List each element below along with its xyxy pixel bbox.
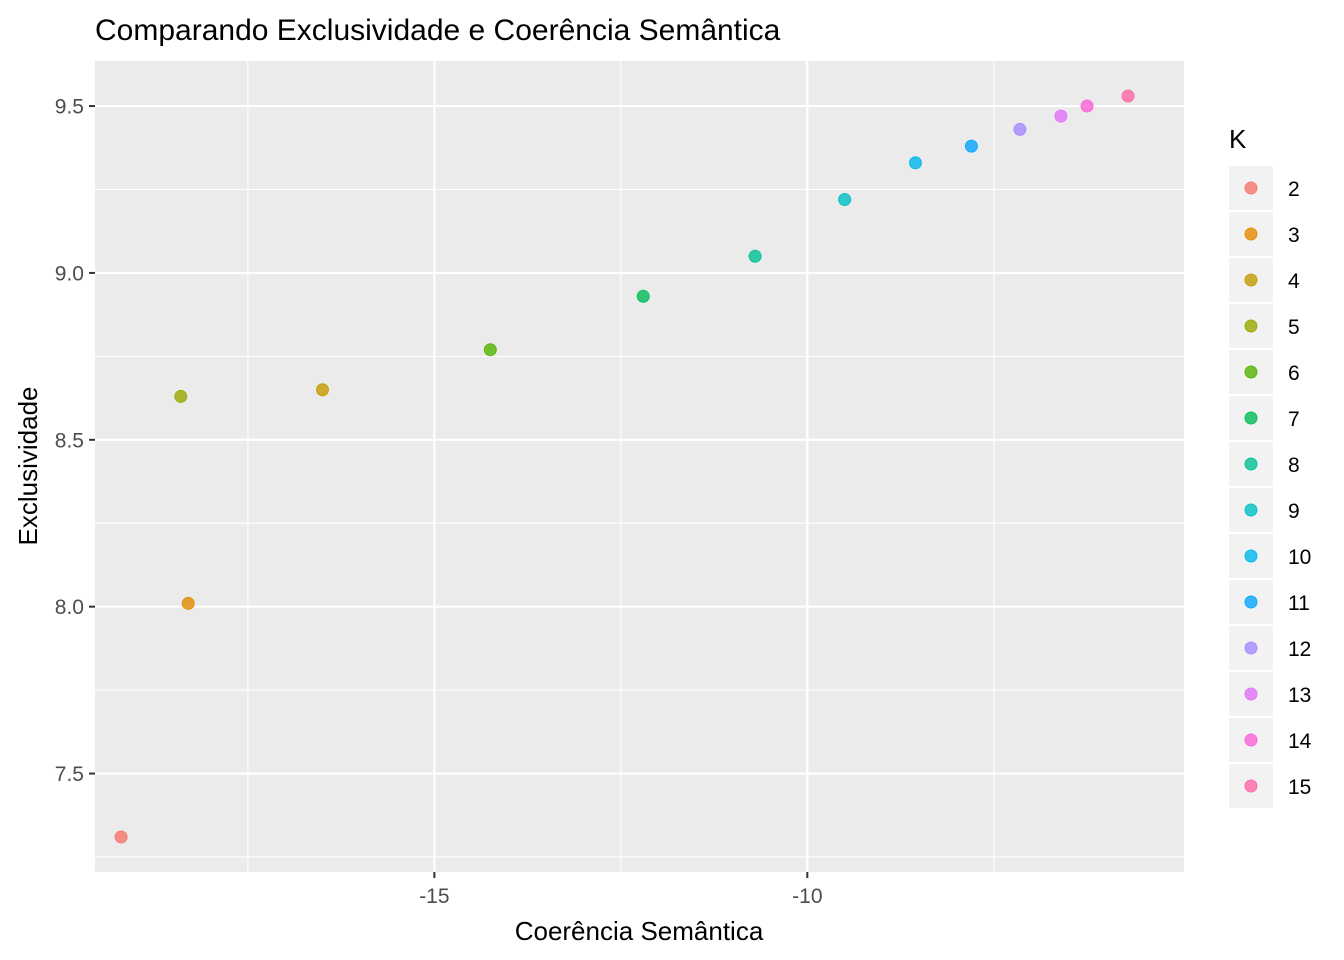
chart-title: Comparando Exclusividade e Coerência Sem… (95, 14, 781, 47)
x-axis: -15 -10 (419, 872, 823, 908)
grid-minor (95, 61, 1184, 872)
legend-label-k7: 7 (1288, 408, 1300, 431)
y-axis-label: Exclusividade (13, 387, 43, 546)
y-axis: 7.5 8.0 8.5 9.0 9.5 (55, 96, 95, 786)
data-point-k12 (1013, 122, 1027, 136)
legend-label-k10: 10 (1288, 546, 1311, 569)
legend-swatch-k8 (1244, 457, 1258, 471)
legend-swatch-k14 (1244, 733, 1258, 747)
legend-label-k4: 4 (1288, 270, 1300, 293)
plot-panel (95, 61, 1184, 872)
data-point-k9 (838, 193, 852, 207)
legend-swatch-k2 (1244, 181, 1258, 195)
data-point-k4 (315, 383, 329, 397)
grid-major (95, 61, 1184, 872)
legend-label-k11: 11 (1288, 592, 1310, 615)
legend-swatch-k9 (1244, 503, 1258, 517)
legend-label-k13: 13 (1288, 684, 1311, 707)
data-point-k6 (483, 343, 497, 357)
legend-swatch-k5 (1244, 319, 1258, 333)
legend-swatch-k12 (1244, 641, 1258, 655)
data-point-k8 (748, 249, 762, 263)
x-axis-label: Coerência Semântica (515, 916, 764, 946)
y-tick-label: 7.5 (55, 763, 84, 786)
data-point-k15 (1121, 89, 1135, 103)
legend-items: 2 3 4 5 6 7 8 9 10 11 12 13 14 15 (1229, 166, 1312, 808)
data-point-k11 (964, 139, 978, 153)
data-point-k2 (114, 830, 128, 844)
legend-label-k12: 12 (1288, 638, 1311, 661)
y-tick-label: 8.0 (55, 596, 84, 619)
x-tick-label: -10 (792, 885, 822, 908)
legend-label-k5: 5 (1288, 316, 1300, 339)
legend: K 2 3 4 5 6 7 8 9 10 11 12 13 14 15 (1229, 124, 1312, 808)
legend-label-k9: 9 (1288, 500, 1300, 523)
x-tick-label: -15 (419, 885, 449, 908)
data-point-k14 (1080, 99, 1094, 113)
data-point-k10 (908, 156, 922, 170)
legend-label-k2: 2 (1288, 178, 1300, 201)
legend-label-k6: 6 (1288, 362, 1300, 385)
legend-title: K (1229, 124, 1247, 154)
legend-swatch-k15 (1244, 779, 1258, 793)
legend-swatch-k6 (1244, 365, 1258, 379)
data-points (114, 89, 1135, 844)
legend-label-k15: 15 (1288, 776, 1311, 799)
y-tick-label: 9.5 (55, 96, 84, 119)
legend-label-k14: 14 (1288, 730, 1312, 753)
data-point-k13 (1054, 109, 1068, 123)
legend-swatch-k3 (1244, 227, 1258, 241)
legend-label-k8: 8 (1288, 454, 1300, 477)
data-point-k3 (181, 596, 195, 610)
legend-swatch-k4 (1244, 273, 1258, 287)
y-tick-label: 9.0 (55, 262, 84, 285)
legend-swatch-k13 (1244, 687, 1258, 701)
data-point-k7 (636, 289, 650, 303)
y-tick-label: 8.5 (55, 429, 84, 452)
data-point-k5 (174, 389, 188, 403)
legend-swatch-k11 (1244, 595, 1258, 609)
legend-label-k3: 3 (1288, 224, 1300, 247)
legend-swatch-k7 (1244, 411, 1258, 425)
legend-swatch-k10 (1244, 549, 1258, 563)
